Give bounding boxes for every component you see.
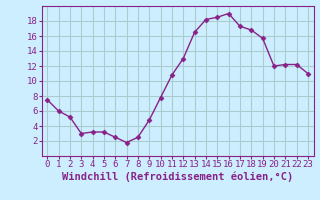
X-axis label: Windchill (Refroidissement éolien,°C): Windchill (Refroidissement éolien,°C) <box>62 172 293 182</box>
